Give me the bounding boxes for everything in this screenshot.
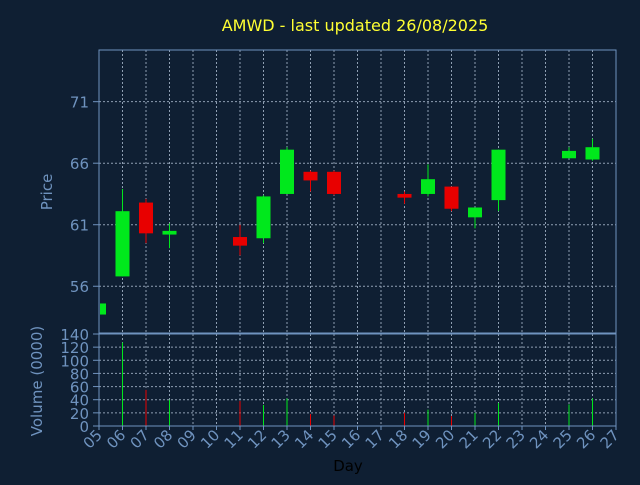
price-panel-frame [98, 49, 617, 334]
candle-body [444, 186, 459, 209]
volume-tick-label: 80 [70, 365, 89, 383]
price-axis-label: Price [38, 174, 56, 211]
volume-axis-label: Volume (0000) [28, 326, 46, 436]
volume-tick-label: 20 [70, 405, 89, 423]
candle-body [256, 196, 271, 239]
candle-body [303, 171, 318, 181]
candle-body [162, 230, 177, 235]
price-tick-label: 56 [70, 278, 89, 296]
candle-body [233, 237, 247, 246]
price-y-ticks: 56 61 66 71 [70, 94, 99, 296]
candle-body [585, 147, 600, 160]
price-tick-label: 71 [70, 94, 89, 112]
volume-tick-label: 0 [79, 418, 89, 436]
volume-bars [98, 342, 593, 426]
volume-tick-label: 120 [60, 339, 89, 357]
candle-body [280, 149, 294, 194]
x-axis-label: Day [333, 457, 363, 475]
candle-body [468, 207, 482, 218]
volume-tick-label: 140 [60, 326, 89, 344]
volume-tick-label: 40 [70, 392, 89, 410]
candle-body [139, 202, 153, 234]
candle-body [115, 211, 130, 277]
candle-body [397, 193, 412, 198]
candle-body [421, 179, 435, 194]
volume-tick-label: 100 [60, 352, 89, 370]
price-tick-label: 66 [70, 155, 89, 173]
price-tick-label: 61 [70, 217, 89, 235]
volume-tick-label: 60 [70, 379, 89, 397]
chart-title: AMWD - last updated 26/08/2025 [222, 16, 489, 35]
candle-body [100, 303, 106, 315]
candle-body [562, 150, 576, 159]
candle-body [327, 171, 341, 194]
x-ticks: 0506070809101112131415161718192021222324… [80, 426, 623, 452]
candles [98, 138, 600, 315]
candle-body [491, 149, 506, 201]
